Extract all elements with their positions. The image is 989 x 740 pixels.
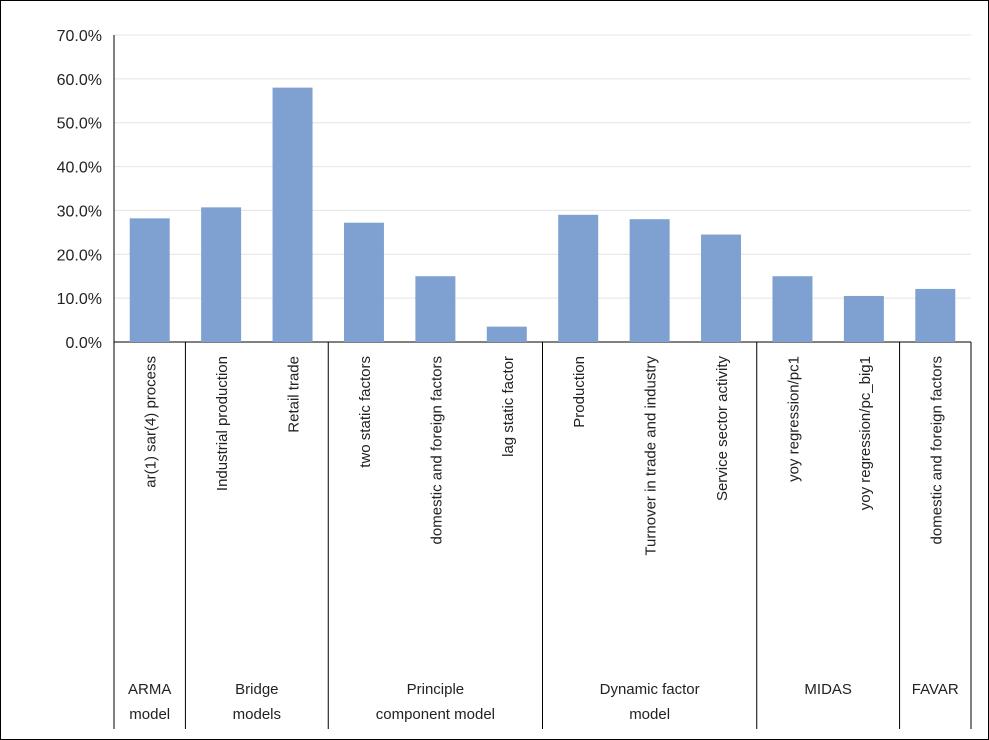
group-label: ARMA: [128, 681, 171, 698]
bar: [843, 295, 884, 342]
group-label: Principle: [407, 681, 465, 698]
bar: [629, 219, 670, 342]
group-label: model: [129, 706, 170, 723]
bar: [558, 214, 599, 342]
y-tick-label: 70.0%: [57, 28, 102, 45]
group-label: model: [629, 706, 670, 723]
y-tick-label: 40.0%: [57, 160, 102, 177]
category-label: domestic and foreign factors: [928, 356, 945, 544]
category-label: Turnover in trade and industry: [643, 356, 660, 556]
y-tick-label: 30.0%: [57, 203, 102, 220]
bar: [129, 218, 170, 342]
y-tick-label: 50.0%: [57, 116, 102, 133]
group-label: Bridge: [235, 681, 278, 698]
category-label: lag static factor: [500, 356, 517, 457]
y-tick-label: 0.0%: [66, 335, 102, 352]
bar: [772, 276, 813, 342]
y-tick-label: 10.0%: [57, 291, 102, 308]
category-label: Production: [571, 356, 588, 428]
group-label: MIDAS: [804, 681, 852, 698]
category-label: yoy regression/pc1: [785, 356, 802, 482]
y-tick-label: 20.0%: [57, 247, 102, 264]
bar: [343, 222, 384, 342]
category-label: Service sector activity: [714, 356, 731, 502]
group-label: component model: [376, 706, 495, 723]
group-label: Dynamic factor: [600, 681, 700, 698]
category-label: Industrial production: [214, 356, 231, 491]
bar: [272, 87, 313, 342]
group-label: models: [233, 706, 281, 723]
category-label: two static factors: [357, 356, 374, 468]
bar: [915, 288, 956, 342]
category-label: ar(1) sar(4) process: [143, 356, 160, 488]
bar: [415, 276, 456, 342]
y-tick-label: 60.0%: [57, 72, 102, 89]
category-label: domestic and foreign factors: [428, 356, 445, 544]
bar: [486, 326, 527, 342]
bar: [701, 234, 742, 342]
category-label: Retail trade: [286, 356, 303, 433]
category-label: yoy regression/pc_big1: [857, 356, 874, 510]
bar: [201, 207, 242, 342]
group-label: FAVAR: [912, 681, 959, 698]
